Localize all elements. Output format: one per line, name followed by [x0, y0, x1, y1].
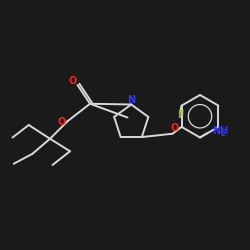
Text: F: F [177, 110, 184, 120]
Text: N: N [127, 95, 135, 105]
Text: 2: 2 [221, 131, 226, 137]
Text: O: O [171, 123, 179, 133]
Text: O: O [58, 118, 66, 128]
Text: O: O [69, 76, 77, 86]
Text: NH: NH [212, 126, 229, 136]
